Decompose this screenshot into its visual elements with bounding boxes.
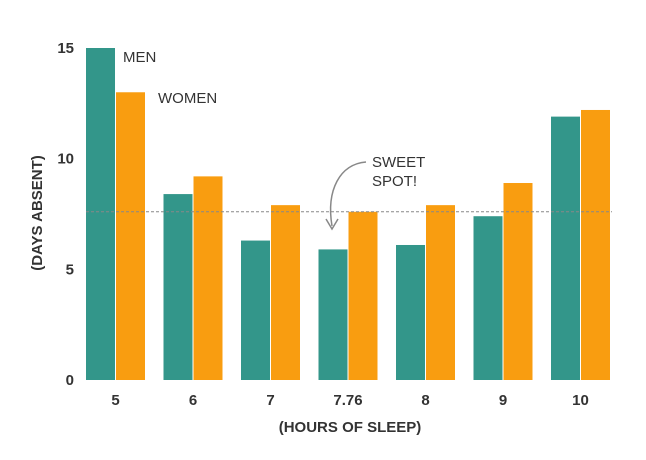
y-tick-label: 10	[57, 151, 74, 168]
x-tick-label: 8	[421, 392, 429, 409]
annotation-line-2: SPOT!	[372, 173, 417, 190]
series-label-men: MEN	[123, 49, 156, 66]
x-tick-label: 5	[111, 392, 119, 409]
bar-men-7.76	[318, 249, 348, 380]
bar-women-10	[581, 109, 610, 381]
y-axis-title: (DAYS ABSENT)	[29, 155, 46, 271]
y-tick-label: 0	[66, 372, 74, 389]
bar-men-7	[241, 240, 270, 380]
x-tick-label: 9	[499, 392, 507, 409]
y-axis-ticks: 0 5 10 15	[57, 40, 74, 389]
annotation-arrow-head	[325, 218, 339, 231]
y-tick-label: 5	[66, 261, 74, 278]
x-tick-label: 6	[189, 392, 197, 409]
bar-women-8	[426, 205, 455, 380]
bar-men-10	[551, 116, 580, 380]
bar-men-8	[396, 244, 425, 380]
annotation-line-1: SWEET	[372, 154, 425, 171]
bar-men-9	[473, 216, 503, 380]
x-tick-label: 10	[572, 392, 589, 409]
bars-layer	[86, 48, 610, 381]
x-tick-label: 7.76	[333, 392, 362, 409]
bar-women-5	[116, 92, 145, 381]
bar-women-7	[271, 205, 300, 380]
bar-men-5	[86, 48, 115, 380]
bar-women-6	[193, 176, 223, 380]
bar-men-6	[163, 194, 193, 380]
x-axis-ticks: 5 6 7 7.76 8 9 10	[111, 392, 589, 409]
bar-women-7.76	[348, 211, 378, 380]
annotation-arrow-curve	[329, 161, 367, 227]
x-axis-title: (HOURS OF SLEEP)	[279, 419, 422, 436]
x-tick-label: 7	[266, 392, 274, 409]
series-label-women: WOMEN	[158, 90, 217, 107]
bar-women-9	[503, 183, 533, 380]
y-tick-label: 15	[57, 40, 74, 57]
